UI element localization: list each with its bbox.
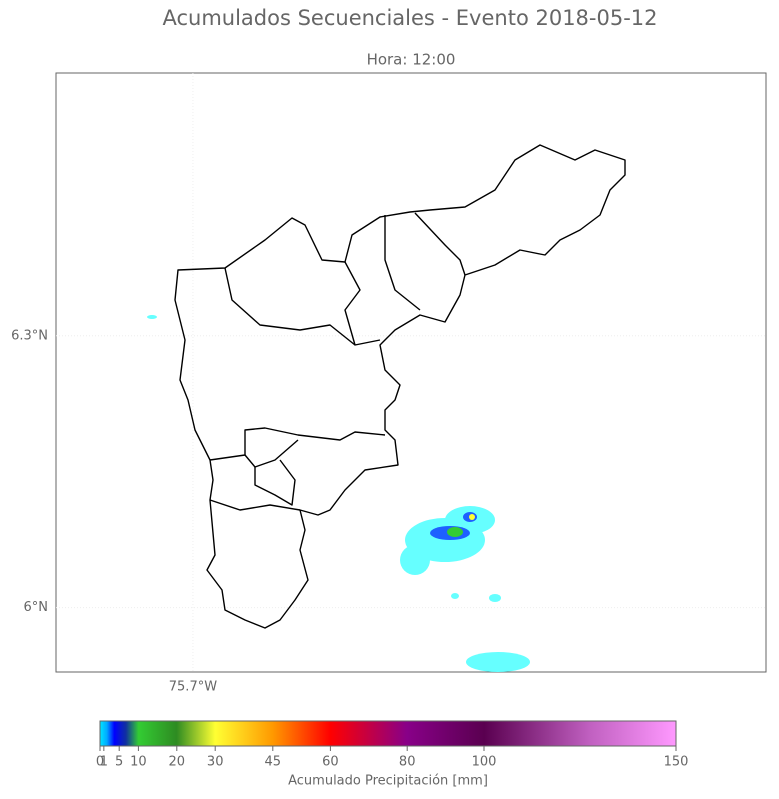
y-tick-label: 6°N: [24, 600, 49, 615]
colorbar-tick-label: 80: [399, 755, 416, 770]
colorbar-tick-label: 5: [115, 755, 123, 770]
x-tick-label: 75.7°W: [169, 680, 217, 695]
y-tick-label: 6.3°N: [11, 328, 48, 343]
colorbar-tick-label: 10: [130, 755, 147, 770]
colorbar-label: Acumulado Precipitación [mm]: [288, 774, 488, 789]
colorbar-tick-label: 0: [96, 755, 104, 770]
colorbar: [99, 720, 677, 747]
title: Acumulados Secuenciales - Evento 2018-05…: [162, 6, 657, 30]
colorbar-tick-label: 60: [322, 755, 339, 770]
grid: [56, 73, 766, 672]
colorbar-tick-label: 1: [100, 755, 108, 770]
map-layer: [147, 144, 626, 672]
colorbar-tick-label: 100: [472, 755, 497, 770]
colorbar-tick-label: 30: [207, 755, 224, 770]
colorbar-tick-label: 150: [664, 755, 689, 770]
colorbar-tick-label: 20: [169, 755, 186, 770]
boundaries: [174, 144, 626, 629]
subtitle: Hora: 12:00: [367, 51, 456, 69]
map-frame: [55, 72, 767, 673]
precipitation: [147, 315, 530, 672]
colorbar-tick-label: 45: [265, 755, 282, 770]
